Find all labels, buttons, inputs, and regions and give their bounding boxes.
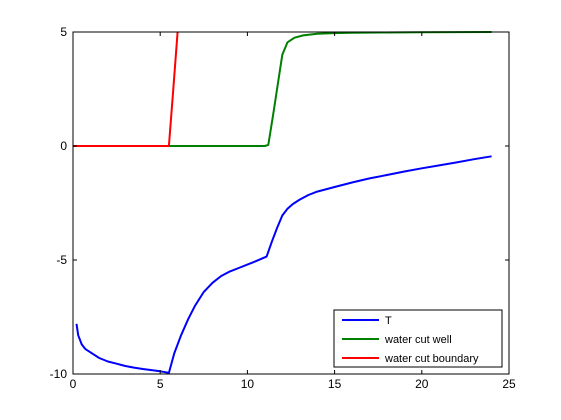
series-line-2 bbox=[73, 31, 179, 147]
x-tick-label: 15 bbox=[328, 377, 342, 391]
tick-layer: 0 5 10 15 20 25 -10 -5 0 5 bbox=[50, 25, 516, 391]
x-tick-label: 25 bbox=[502, 377, 516, 391]
x-tick-label: 0 bbox=[70, 377, 77, 391]
y-tick-label: -5 bbox=[56, 253, 67, 267]
legend-label-0: T bbox=[385, 315, 392, 327]
series-layer bbox=[73, 31, 492, 374]
legend-label-2: water cut boundary bbox=[384, 353, 479, 365]
axes-box bbox=[72, 31, 510, 375]
legend-label-1: water cut well bbox=[384, 334, 452, 346]
y-tick-label: 0 bbox=[60, 139, 67, 153]
x-tick-label: 10 bbox=[241, 377, 255, 391]
series-line-0 bbox=[75, 155, 492, 374]
series-line-1 bbox=[73, 31, 492, 147]
x-tick-label: 5 bbox=[157, 377, 164, 391]
y-tick-label: 5 bbox=[60, 25, 67, 39]
y-tick-label: -10 bbox=[50, 367, 68, 381]
x-tick-label: 20 bbox=[415, 377, 429, 391]
